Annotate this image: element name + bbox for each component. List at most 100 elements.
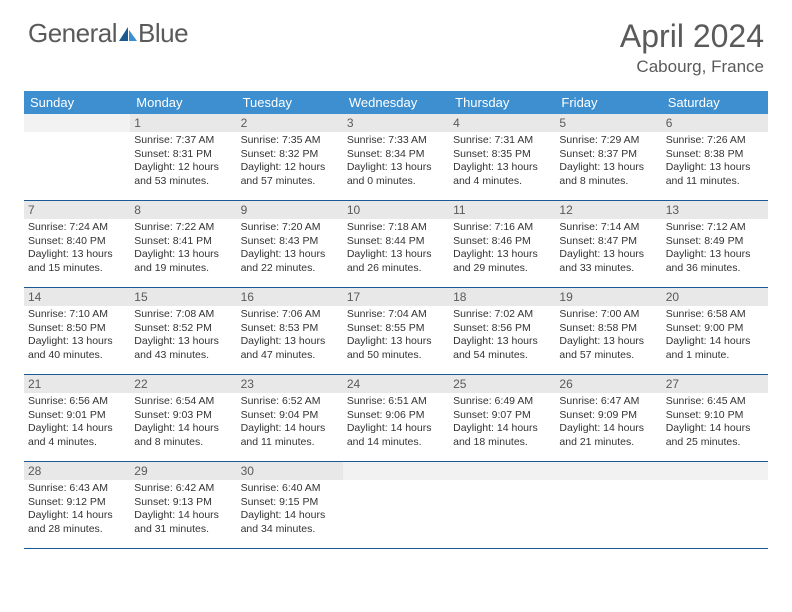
day-number: 22 — [130, 375, 236, 393]
sunset-text: Sunset: 8:55 PM — [347, 322, 445, 336]
sunrise-text: Sunrise: 7:10 AM — [28, 308, 126, 322]
sunset-text: Sunset: 8:56 PM — [453, 322, 551, 336]
week-row: 28Sunrise: 6:43 AMSunset: 9:12 PMDayligh… — [24, 462, 768, 549]
sunset-text: Sunset: 9:12 PM — [28, 496, 126, 510]
day-cell: 28Sunrise: 6:43 AMSunset: 9:12 PMDayligh… — [24, 462, 130, 548]
sunset-text: Sunset: 8:31 PM — [134, 148, 232, 162]
day-number: 1 — [130, 114, 236, 132]
day-number: 21 — [24, 375, 130, 393]
sunset-text: Sunset: 9:04 PM — [241, 409, 339, 423]
daylight-text: Daylight: 14 hours and 34 minutes. — [241, 509, 339, 536]
daylight-text: Daylight: 14 hours and 14 minutes. — [347, 422, 445, 449]
day-body: Sunrise: 6:43 AMSunset: 9:12 PMDaylight:… — [24, 480, 130, 541]
day-number: 25 — [449, 375, 555, 393]
weekday-label: Wednesday — [343, 91, 449, 114]
header: General Blue April 2024 Cabourg, France — [0, 0, 792, 85]
day-body: Sunrise: 7:04 AMSunset: 8:55 PMDaylight:… — [343, 306, 449, 367]
weekday-label: Saturday — [662, 91, 768, 114]
day-number: 4 — [449, 114, 555, 132]
day-cell: 7Sunrise: 7:24 AMSunset: 8:40 PMDaylight… — [24, 201, 130, 287]
day-number: 7 — [24, 201, 130, 219]
day-number: 23 — [237, 375, 343, 393]
daylight-text: Daylight: 12 hours and 53 minutes. — [134, 161, 232, 188]
day-number: 27 — [662, 375, 768, 393]
day-number: 11 — [449, 201, 555, 219]
day-body: Sunrise: 7:24 AMSunset: 8:40 PMDaylight:… — [24, 219, 130, 280]
daylight-text: Daylight: 13 hours and 33 minutes. — [559, 248, 657, 275]
sunset-text: Sunset: 8:52 PM — [134, 322, 232, 336]
day-body: Sunrise: 6:42 AMSunset: 9:13 PMDaylight:… — [130, 480, 236, 541]
day-number: 17 — [343, 288, 449, 306]
sunrise-text: Sunrise: 6:51 AM — [347, 395, 445, 409]
day-cell — [449, 462, 555, 548]
day-body: Sunrise: 7:33 AMSunset: 8:34 PMDaylight:… — [343, 132, 449, 193]
daylight-text: Daylight: 14 hours and 28 minutes. — [28, 509, 126, 536]
day-cell: 21 Sunrise: 6:56 AMSunset: 9:01 PMDayligh… — [24, 375, 130, 461]
day-number: 24 — [343, 375, 449, 393]
daylight-text: Daylight: 13 hours and 29 minutes. — [453, 248, 551, 275]
day-number: 8 — [130, 201, 236, 219]
week-row: 7Sunrise: 7:24 AMSunset: 8:40 PMDaylight… — [24, 201, 768, 288]
day-body: Sunrise: 6:45 AMSunset: 9:10 PMDaylight:… — [662, 393, 768, 454]
day-number — [343, 462, 449, 480]
day-number: 15 — [130, 288, 236, 306]
day-number: 28 — [24, 462, 130, 480]
sunset-text: Sunset: 9:01 PM — [28, 409, 126, 423]
weekday-label: Thursday — [449, 91, 555, 114]
day-cell: 2Sunrise: 7:35 AMSunset: 8:32 PMDaylight… — [237, 114, 343, 200]
day-cell: 8Sunrise: 7:22 AMSunset: 8:41 PMDaylight… — [130, 201, 236, 287]
day-cell: 3Sunrise: 7:33 AMSunset: 8:34 PMDaylight… — [343, 114, 449, 200]
day-number: 19 — [555, 288, 661, 306]
daylight-text: Daylight: 13 hours and 19 minutes. — [134, 248, 232, 275]
day-cell: 16Sunrise: 7:06 AMSunset: 8:53 PMDayligh… — [237, 288, 343, 374]
daylight-text: Daylight: 13 hours and 54 minutes. — [453, 335, 551, 362]
daylight-text: Daylight: 13 hours and 11 minutes. — [666, 161, 764, 188]
day-body: Sunrise: 7:10 AMSunset: 8:50 PMDaylight:… — [24, 306, 130, 367]
sunrise-text: Sunrise: 7:02 AM — [453, 308, 551, 322]
daylight-text: Daylight: 13 hours and 0 minutes. — [347, 161, 445, 188]
daylight-text: Daylight: 13 hours and 22 minutes. — [241, 248, 339, 275]
sunset-text: Sunset: 8:34 PM — [347, 148, 445, 162]
daylight-text: Daylight: 13 hours and 40 minutes. — [28, 335, 126, 362]
sunset-text: Sunset: 9:00 PM — [666, 322, 764, 336]
day-body: Sunrise: 7:18 AMSunset: 8:44 PMDaylight:… — [343, 219, 449, 280]
day-cell: 17Sunrise: 7:04 AMSunset: 8:55 PMDayligh… — [343, 288, 449, 374]
day-cell: 24 Sunrise: 6:51 AMSunset: 9:06 PMDayligh… — [343, 375, 449, 461]
daylight-text: Daylight: 13 hours and 8 minutes. — [559, 161, 657, 188]
day-body: Sunrise: 6:54 AMSunset: 9:03 PMDaylight:… — [130, 393, 236, 454]
day-body: Sunrise: 6:52 AMSunset: 9:04 PMDaylight:… — [237, 393, 343, 454]
sunrise-text: Sunrise: 7:18 AM — [347, 221, 445, 235]
week-row: 1Sunrise: 7:37 AMSunset: 8:31 PMDaylight… — [24, 114, 768, 201]
day-number: 16 — [237, 288, 343, 306]
day-cell: 4Sunrise: 7:31 AMSunset: 8:35 PMDaylight… — [449, 114, 555, 200]
sunrise-text: Sunrise: 7:24 AM — [28, 221, 126, 235]
weekday-label: Friday — [555, 91, 661, 114]
day-body: Sunrise: 7:06 AMSunset: 8:53 PMDaylight:… — [237, 306, 343, 367]
day-cell: 27Sunrise: 6:45 AMSunset: 9:10 PMDayligh… — [662, 375, 768, 461]
weekday-label: Tuesday — [237, 91, 343, 114]
daylight-text: Daylight: 13 hours and 15 minutes. — [28, 248, 126, 275]
day-body: Sunrise: 7:16 AMSunset: 8:46 PMDaylight:… — [449, 219, 555, 280]
sunset-text: Sunset: 9:06 PM — [347, 409, 445, 423]
day-cell: 18Sunrise: 7:02 AMSunset: 8:56 PMDayligh… — [449, 288, 555, 374]
sunrise-text: Sunrise: 6:45 AM — [666, 395, 764, 409]
day-cell: 5Sunrise: 7:29 AMSunset: 8:37 PMDaylight… — [555, 114, 661, 200]
sunrise-text: Sunrise: 6:58 AM — [666, 308, 764, 322]
weekday-header: Sunday Monday Tuesday Wednesday Thursday… — [24, 91, 768, 114]
day-cell: 22Sunrise: 6:54 AMSunset: 9:03 PMDayligh… — [130, 375, 236, 461]
day-body: Sunrise: 6:58 AMSunset: 9:00 PMDaylight:… — [662, 306, 768, 367]
sunrise-text: Sunrise: 7:35 AM — [241, 134, 339, 148]
week-row: 21Sunrise: 6:56 AMSunset: 9:01 PMDayligh… — [24, 375, 768, 462]
sunset-text: Sunset: 9:03 PM — [134, 409, 232, 423]
day-number: 6 — [662, 114, 768, 132]
sunrise-text: Sunrise: 6:49 AM — [453, 395, 551, 409]
day-number: 12 — [555, 201, 661, 219]
day-cell — [662, 462, 768, 548]
month-title: April 2024 — [620, 18, 764, 55]
daylight-text: Daylight: 14 hours and 4 minutes. — [28, 422, 126, 449]
sunset-text: Sunset: 8:41 PM — [134, 235, 232, 249]
sunrise-text: Sunrise: 6:56 AM — [28, 395, 126, 409]
day-cell: 14Sunrise: 7:10 AMSunset: 8:50 PMDayligh… — [24, 288, 130, 374]
day-cell: 11Sunrise: 7:16 AMSunset: 8:46 PMDayligh… — [449, 201, 555, 287]
sunset-text: Sunset: 8:50 PM — [28, 322, 126, 336]
